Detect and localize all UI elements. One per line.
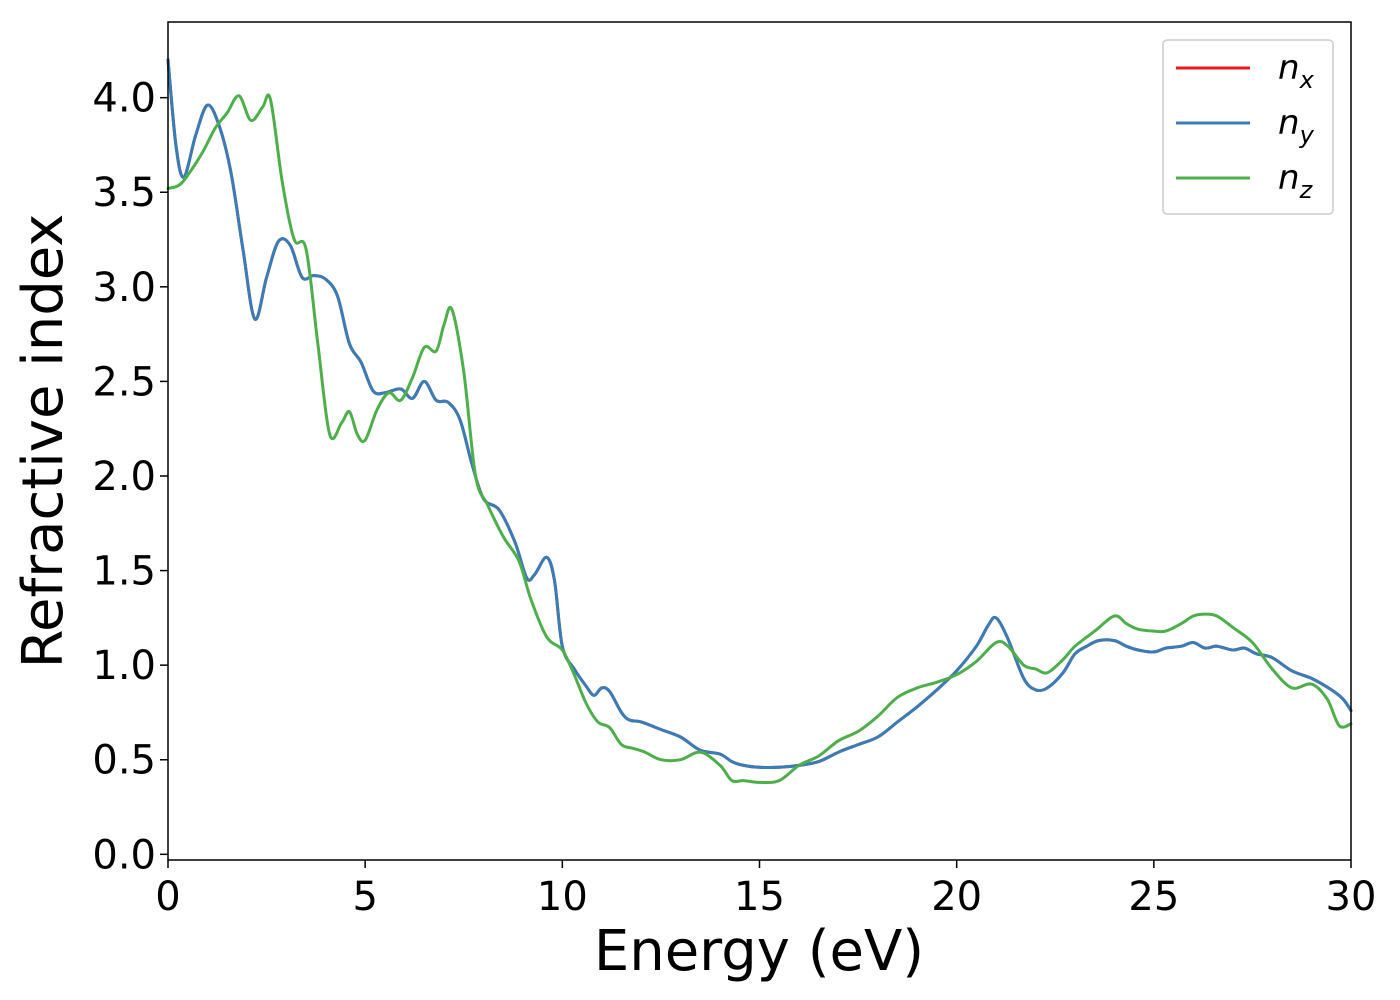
x-tick-label: 10 <box>537 874 588 920</box>
legend-label-n-z: nz <box>1278 158 1314 204</box>
x-axis: 0 5 10 15 20 25 30 <box>155 860 1376 920</box>
y-tick-label: 2.0 <box>92 454 156 500</box>
legend-frame <box>1162 39 1334 215</box>
x-tick-label: 0 <box>155 874 180 920</box>
x-tick-label: 20 <box>931 874 982 920</box>
series-line-n-z <box>166 93 1353 785</box>
x-tick-label: 25 <box>1128 874 1179 920</box>
y-tick-label: 0.0 <box>92 832 156 878</box>
y-axis-label: Refractive index <box>11 214 76 669</box>
series-layer <box>166 58 1353 785</box>
series-line-n-y <box>166 58 1353 770</box>
y-tick-label: 3.5 <box>92 170 156 216</box>
y-tick-label: 0.5 <box>92 738 156 784</box>
legend-label-n-x: nx <box>1278 48 1315 94</box>
y-axis: 0.0 0.5 1.0 1.5 2.0 2.5 3.0 3.5 4.0 <box>92 76 168 878</box>
y-tick-label: 1.5 <box>92 549 156 595</box>
y-tick-label: 2.5 <box>92 359 156 405</box>
x-axis-label: Energy (eV) <box>594 919 924 984</box>
x-tick-label: 15 <box>734 874 785 920</box>
y-tick-label: 4.0 <box>92 76 156 122</box>
x-tick-label: 5 <box>352 874 377 920</box>
y-tick-label: 1.0 <box>92 643 156 689</box>
legend: nx ny nz <box>1162 39 1334 215</box>
y-tick-label: 3.0 <box>92 265 156 311</box>
legend-label-n-y: ny <box>1278 103 1315 149</box>
x-tick-label: 30 <box>1326 874 1377 920</box>
